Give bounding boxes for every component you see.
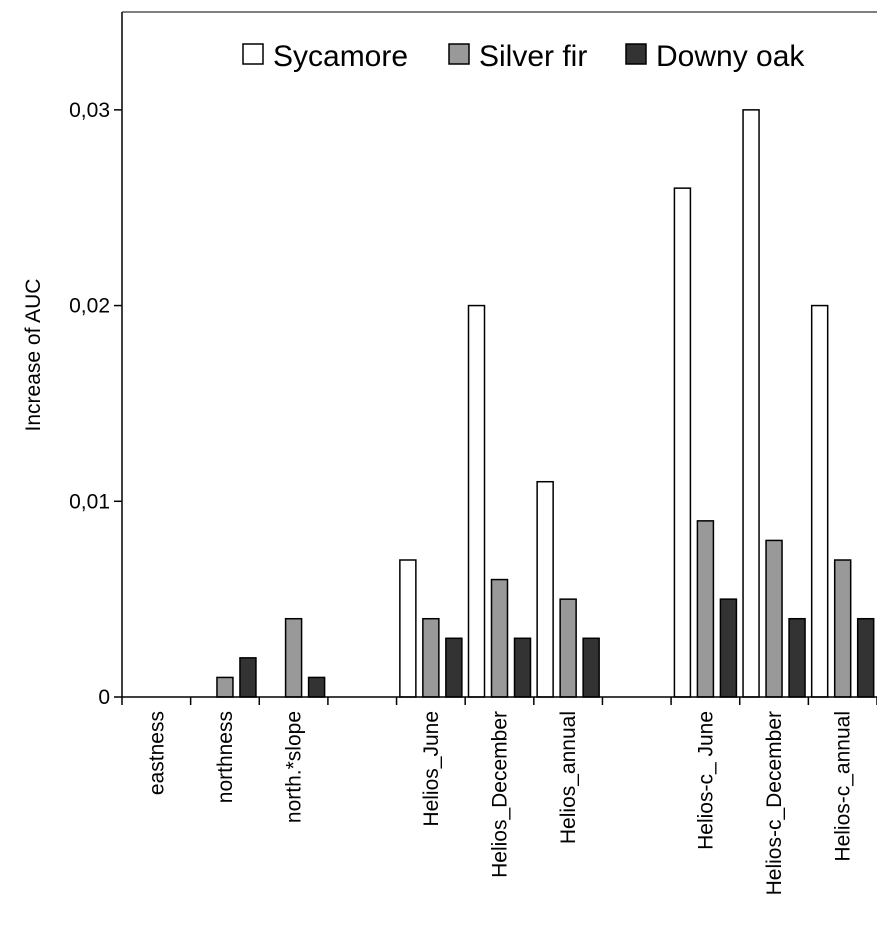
bar-sycamore <box>467 304 486 698</box>
bar-silver-fir <box>216 676 234 698</box>
bar-silver-fir <box>422 617 440 698</box>
x-category-label: Helios-c_annual <box>832 711 855 862</box>
y-axis-title: Increase of AUC <box>22 279 45 432</box>
y-ticks: 0 0,01 0,02 0,03 <box>69 99 122 709</box>
x-category-label: north.*slope <box>283 711 306 823</box>
x-labels: eastness northness north.*slope Helios_June… <box>145 711 854 895</box>
bar-silver-fir <box>490 578 509 698</box>
bar-downy-oak <box>582 637 600 698</box>
bar-sycamore <box>742 109 760 698</box>
legend-label: Downy oak <box>656 40 805 73</box>
bar-downy-oak <box>856 617 875 698</box>
y-tick-label: 0,01 <box>69 490 110 513</box>
x-category-label: Helios_December <box>489 711 512 878</box>
x-category-label: Helios-c_December <box>763 711 786 895</box>
y-tick-label: 0 <box>98 686 110 709</box>
bar-downy-oak <box>719 598 738 698</box>
bar-sycamore <box>536 480 554 698</box>
bar-downy-oak <box>307 676 326 698</box>
x-category-label: Helios-c_ June <box>694 711 717 850</box>
legend: Sycamore Silver fir Downy oak <box>242 40 805 73</box>
x-category-label: eastness <box>145 711 168 795</box>
bars <box>216 109 875 698</box>
bar-downy-oak <box>445 637 463 698</box>
x-category-label: Helios_June <box>420 711 443 827</box>
y-tick-label: 0,02 <box>69 295 110 318</box>
bar-sycamore <box>399 559 417 698</box>
bar-silver-fir <box>559 598 577 698</box>
y-tick-label: 0,03 <box>69 99 110 122</box>
bar-sycamore <box>810 304 829 698</box>
bar-downy-oak <box>513 637 532 698</box>
x-ticks <box>121 697 877 705</box>
bar-silver-fir <box>284 617 303 698</box>
axes <box>121 12 877 698</box>
bar-downy-oak <box>239 657 257 698</box>
bar-silver-fir <box>765 539 783 698</box>
legend-label: Silver fir <box>479 40 587 73</box>
bar-silver-fir <box>833 559 852 698</box>
legend-label: Sycamore <box>273 40 408 73</box>
x-category-label: Helios_annual <box>557 711 580 844</box>
legend-swatch-silver-fir <box>448 43 470 65</box>
bar-silver-fir <box>696 520 715 698</box>
legend-swatch-downy-oak <box>625 43 647 65</box>
x-category-label: northness <box>214 711 237 803</box>
legend-swatch-sycamore <box>242 43 264 65</box>
bar-downy-oak <box>788 617 806 698</box>
bar-sycamore <box>673 187 692 698</box>
